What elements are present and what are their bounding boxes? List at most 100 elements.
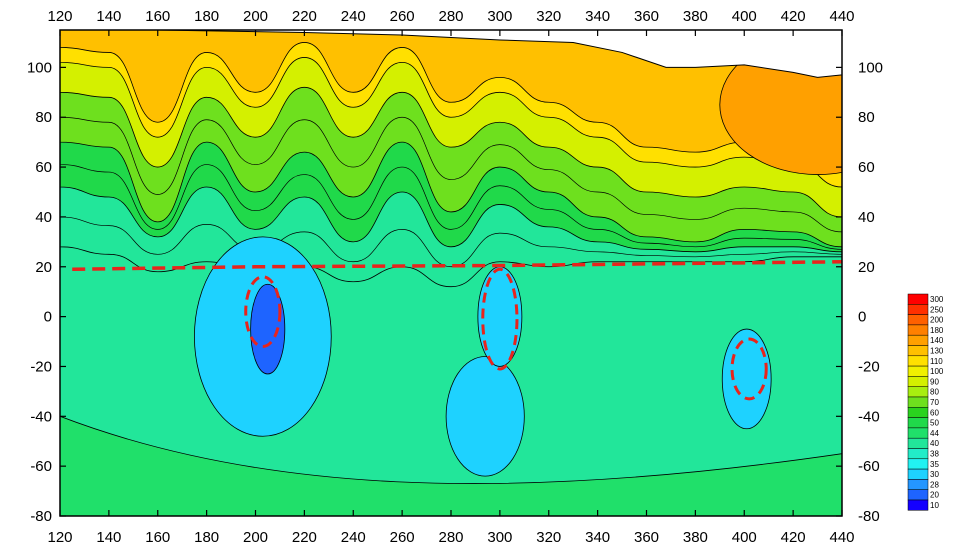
x-tick-label-top: 220 bbox=[292, 8, 317, 25]
y-tick-label-right: 20 bbox=[858, 259, 875, 276]
x-tick-label-bottom: 420 bbox=[781, 529, 806, 546]
colorbar-swatch-35 bbox=[907, 458, 929, 470]
colorbar-label-20: 20 bbox=[930, 491, 939, 500]
y-tick-label-left: -80 bbox=[30, 508, 52, 525]
y-tick-label-left: 80 bbox=[35, 109, 52, 126]
y-tick-label-right: 40 bbox=[858, 209, 875, 226]
colorbar-swatch-250 bbox=[907, 304, 929, 315]
x-tick-label-bottom: 340 bbox=[585, 529, 610, 546]
x-tick-label-top: 200 bbox=[243, 8, 268, 25]
anomaly-outline-2 bbox=[481, 267, 519, 371]
y-tick-label-left: 60 bbox=[35, 159, 52, 176]
colorbar-swatch-80 bbox=[907, 386, 929, 398]
colorbar-swatch-180 bbox=[907, 324, 929, 336]
y-tick-label-left: -60 bbox=[30, 458, 52, 475]
y-tick-label-left: 100 bbox=[27, 59, 52, 76]
colorbar-label-70: 70 bbox=[930, 398, 939, 407]
colorbar-swatch-130 bbox=[907, 345, 929, 357]
boundary-dashed-line bbox=[72, 260, 842, 272]
colorbar-label-44: 44 bbox=[930, 429, 939, 438]
y-tick-label-right: 60 bbox=[858, 159, 875, 176]
x-tick-label-bottom: 440 bbox=[829, 529, 854, 546]
y-tick-label-right: -20 bbox=[858, 358, 880, 375]
colorbar-swatch-50 bbox=[907, 417, 929, 429]
colorbar-label-140: 140 bbox=[930, 336, 944, 345]
x-tick-label-bottom: 300 bbox=[487, 529, 512, 546]
y-tick-label-right: 0 bbox=[858, 309, 866, 326]
x-tick-label-bottom: 260 bbox=[390, 529, 415, 546]
y-tick-label-right: 80 bbox=[858, 109, 875, 126]
colorbar-label-90: 90 bbox=[930, 377, 939, 386]
x-tick-label-top: 340 bbox=[585, 8, 610, 25]
x-tick-label-bottom: 140 bbox=[96, 529, 121, 546]
colorbar-swatch-38 bbox=[907, 448, 929, 460]
contour-line-60 bbox=[60, 30, 842, 250]
y-tick-label-right: -80 bbox=[858, 508, 880, 525]
colorbar-swatch-10 bbox=[907, 499, 929, 511]
colorbar-label-38: 38 bbox=[930, 450, 939, 459]
x-tick-label-top: 140 bbox=[96, 8, 121, 25]
anomaly-1 bbox=[445, 356, 525, 477]
x-tick-label-bottom: 180 bbox=[194, 529, 219, 546]
ground-surface bbox=[60, 30, 842, 78]
x-tick-label-top: 280 bbox=[438, 8, 463, 25]
colorbar-swatch-110 bbox=[907, 355, 929, 367]
colorbar-swatch-20 bbox=[907, 489, 929, 501]
x-tick-label-top: 440 bbox=[829, 8, 854, 25]
y-tick-label-left: 20 bbox=[35, 259, 52, 276]
y-tick-label-right: 100 bbox=[858, 59, 883, 76]
colorbar-swatch-44 bbox=[907, 427, 929, 439]
colorbar-label-30: 30 bbox=[930, 470, 939, 479]
colorbar-label-60: 60 bbox=[930, 408, 939, 417]
anomaly-2 bbox=[721, 328, 772, 430]
x-tick-label-top: 420 bbox=[781, 8, 806, 25]
contour-line-80 bbox=[60, 30, 842, 233]
x-tick-label-bottom: 240 bbox=[341, 529, 366, 546]
x-tick-label-top: 380 bbox=[683, 8, 708, 25]
x-tick-label-bottom: 200 bbox=[243, 529, 268, 546]
colorbar-label-100: 100 bbox=[930, 367, 944, 376]
axes: 1201201401401601601801802002002202202402… bbox=[27, 8, 883, 546]
colorbar-label-300: 300 bbox=[930, 295, 944, 304]
colorbar-label-50: 50 bbox=[930, 419, 939, 428]
anomaly-outline-1 bbox=[244, 275, 282, 349]
y-tick-label-right: -40 bbox=[858, 408, 880, 425]
x-tick-label-top: 240 bbox=[341, 8, 366, 25]
y-tick-label-left: 0 bbox=[44, 309, 52, 326]
anomaly-3 bbox=[477, 266, 523, 367]
colorbar-swatch-300 bbox=[907, 293, 929, 305]
x-tick-label-bottom: 380 bbox=[683, 529, 708, 546]
x-tick-label-top: 400 bbox=[732, 8, 757, 25]
colorbar-label-110: 110 bbox=[930, 357, 943, 366]
colorbar-label-250: 250 bbox=[930, 305, 944, 314]
anomaly-outline-3 bbox=[730, 337, 768, 401]
colorbar-swatch-90 bbox=[907, 376, 929, 387]
y-tick-label-left: 40 bbox=[35, 209, 52, 226]
x-tick-label-top: 260 bbox=[390, 8, 415, 25]
x-tick-label-top: 320 bbox=[536, 8, 561, 25]
colorbar-swatch-100 bbox=[907, 365, 929, 377]
colorbar-swatch-70 bbox=[907, 396, 929, 408]
x-tick-label-top: 120 bbox=[47, 8, 72, 25]
x-tick-label-top: 160 bbox=[145, 8, 170, 25]
colorbar-label-180: 180 bbox=[930, 326, 944, 335]
colorbar-swatch-140 bbox=[907, 334, 929, 346]
x-tick-label-bottom: 320 bbox=[536, 529, 561, 546]
colorbar-label-35: 35 bbox=[930, 460, 939, 469]
x-tick-label-bottom: 120 bbox=[47, 529, 72, 546]
annotation-layer bbox=[72, 260, 842, 401]
colorbar-swatch-40 bbox=[907, 437, 929, 449]
x-tick-label-top: 180 bbox=[194, 8, 219, 25]
y-tick-label-right: -60 bbox=[858, 458, 880, 475]
anomaly-4 bbox=[250, 283, 286, 375]
x-tick-label-bottom: 400 bbox=[732, 529, 757, 546]
colorbar-label-130: 130 bbox=[930, 347, 944, 356]
colorbar-swatch-60 bbox=[907, 407, 929, 418]
colorbar-swatch-30 bbox=[907, 468, 929, 480]
x-tick-label-bottom: 280 bbox=[438, 529, 463, 546]
plot-area bbox=[60, 30, 842, 516]
x-tick-label-bottom: 160 bbox=[145, 529, 170, 546]
colorbar-swatch-28 bbox=[907, 479, 929, 490]
